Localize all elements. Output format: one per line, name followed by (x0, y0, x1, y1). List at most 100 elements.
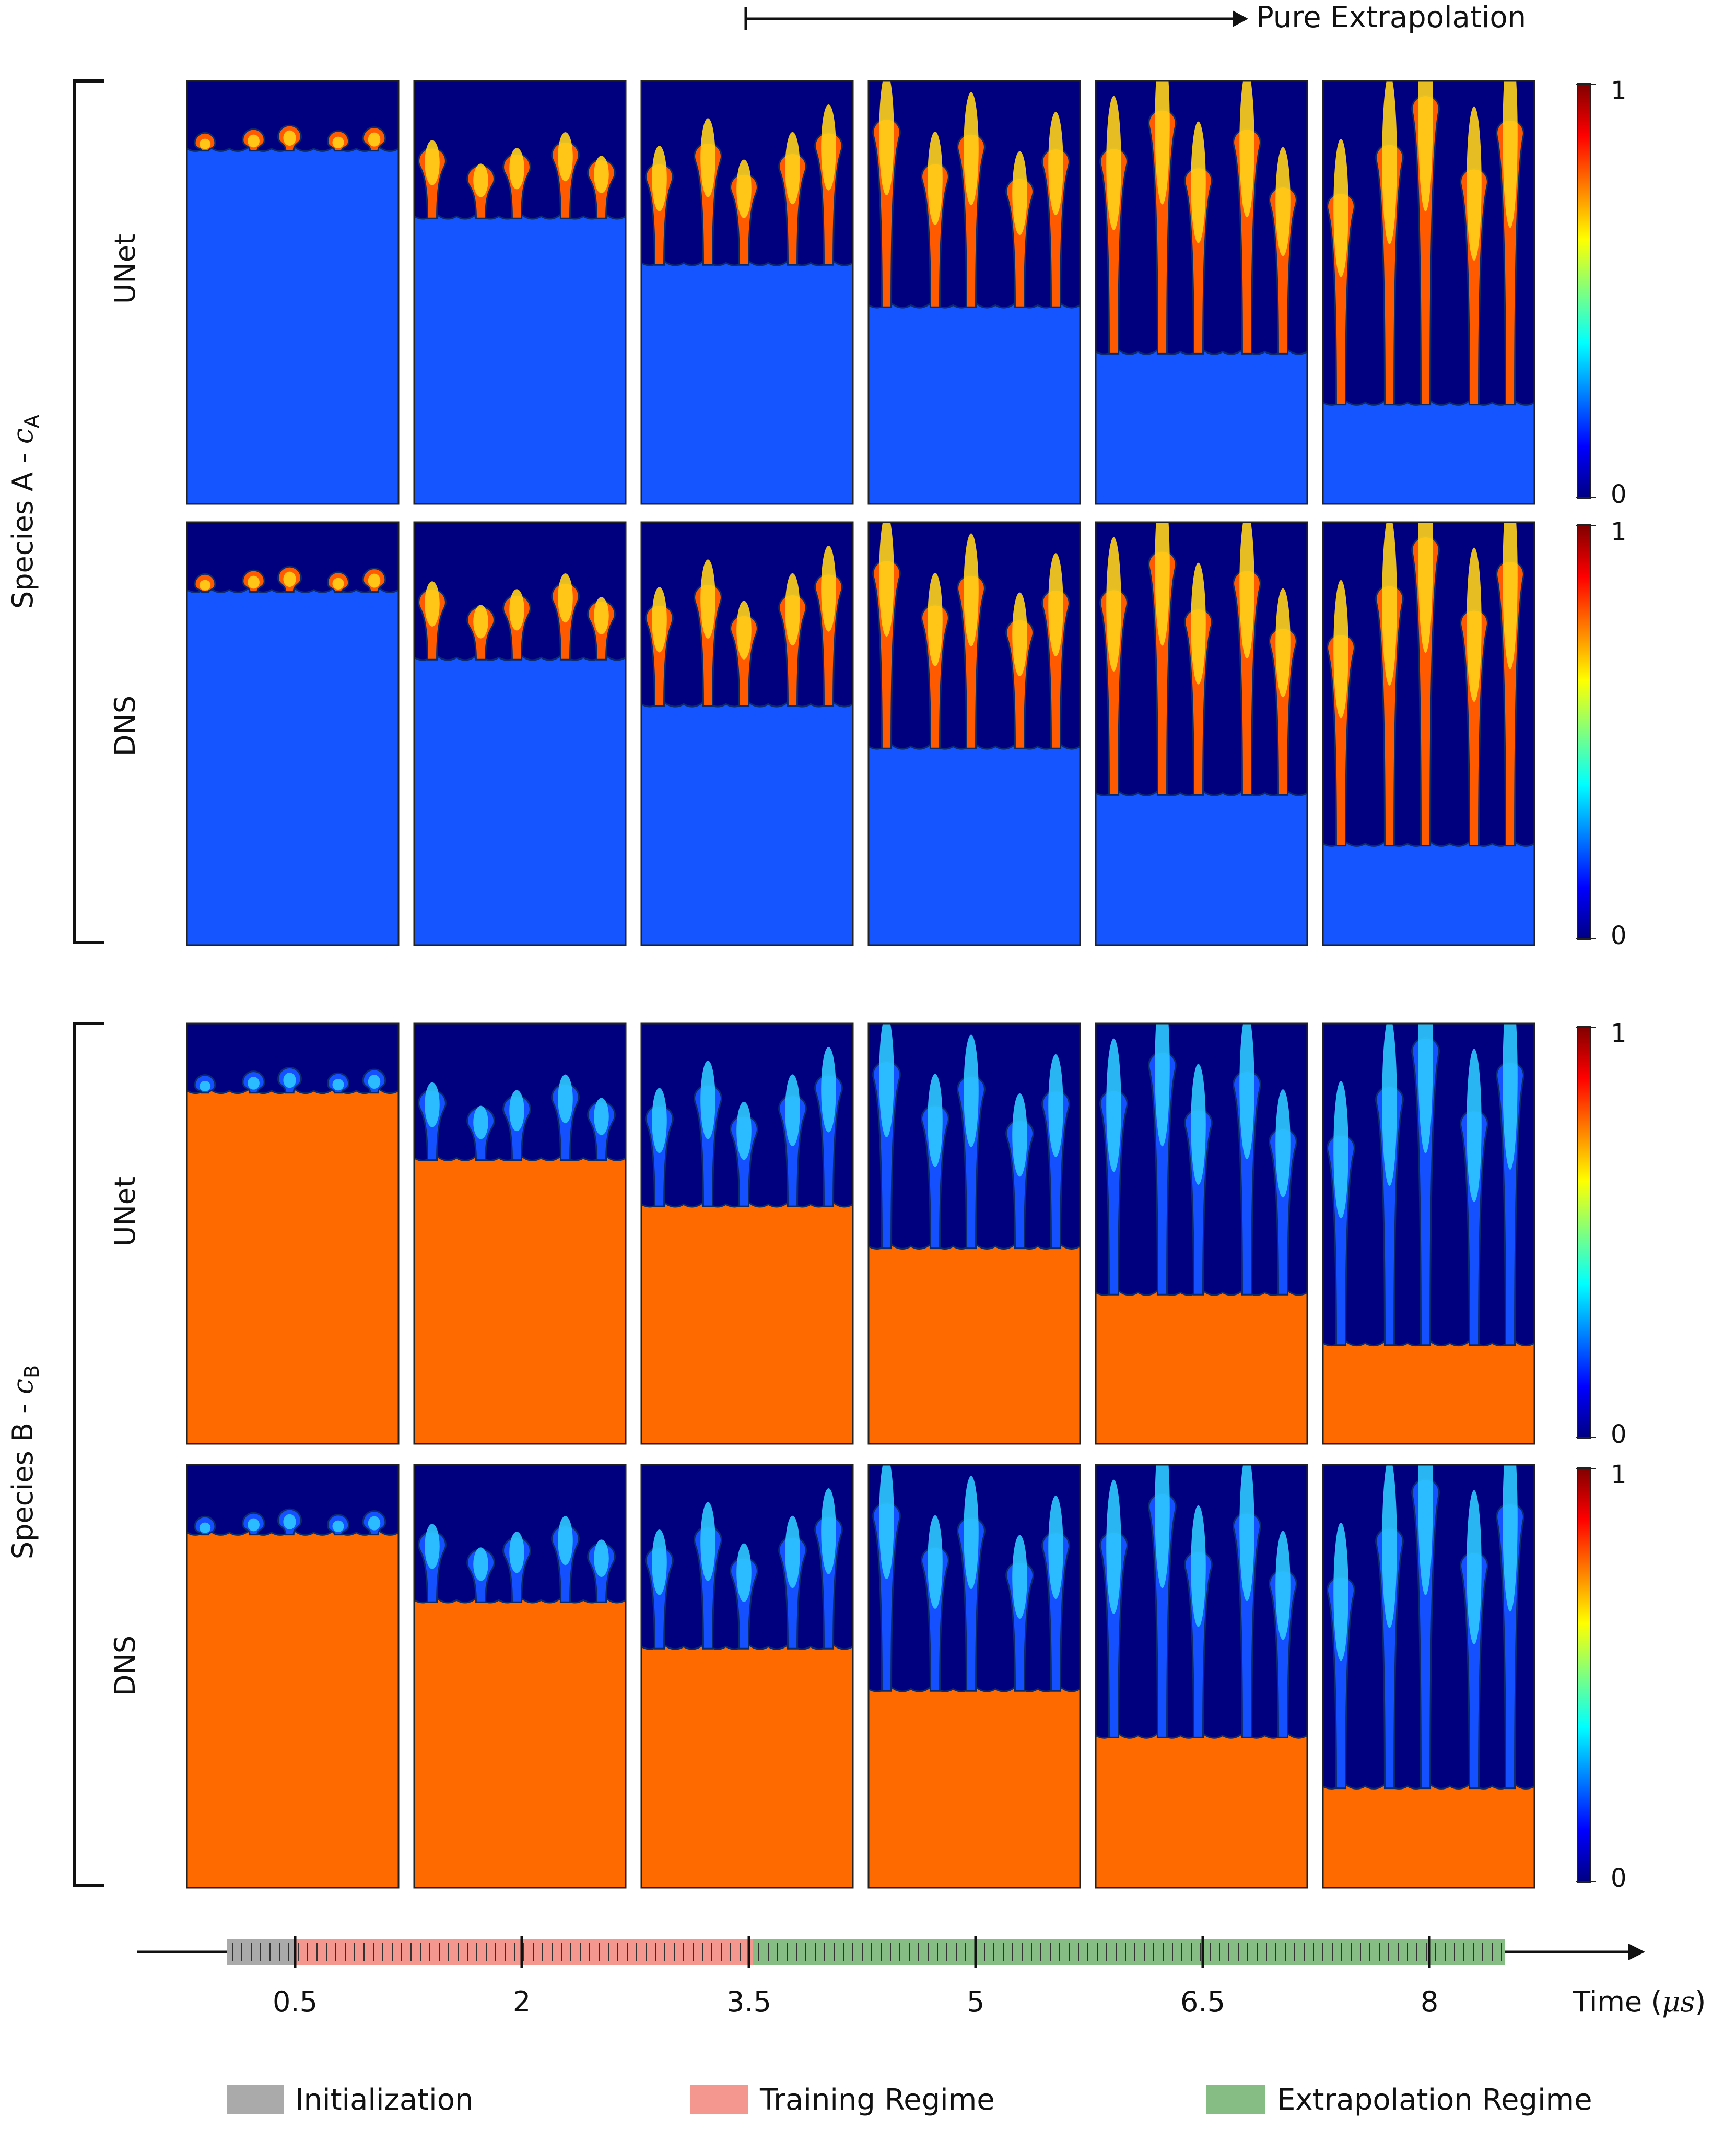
plume-core (1418, 1465, 1433, 1596)
snapshot-panels (186, 80, 1535, 1889)
plume-core (1106, 537, 1121, 672)
plume-core (332, 578, 344, 590)
plume-core (368, 1516, 381, 1531)
plume-core (821, 546, 836, 632)
snapshot-panel (640, 1022, 854, 1445)
timeline-tick-label: 8 (1421, 1985, 1438, 2018)
plume-core (1155, 81, 1170, 205)
plume-core (1275, 1089, 1291, 1198)
snapshot-panel (867, 1022, 1081, 1445)
snapshot-panel (640, 80, 854, 505)
pure-extrapolation-label: Pure Extrapolation (1256, 1, 1526, 34)
plume-core (332, 1520, 344, 1532)
plume-core (1239, 81, 1254, 218)
plume-core (928, 131, 943, 226)
plume-core (1467, 1049, 1482, 1203)
plume-core (1048, 1496, 1063, 1599)
plume-core (736, 159, 752, 218)
plume-core (425, 1524, 440, 1569)
plume-core (1106, 96, 1121, 230)
timeline-tick-label: 3.5 (726, 1985, 771, 2018)
snapshot-panel (640, 521, 854, 946)
panel-border (867, 521, 1081, 946)
plume-core (425, 140, 440, 185)
timeline-segment (753, 1939, 1505, 1965)
plume-core (283, 571, 296, 587)
legend-swatch-extrapolation (1206, 2085, 1265, 2114)
plume-core (1418, 81, 1433, 212)
plume-core (473, 605, 488, 639)
panel-border (413, 1022, 627, 1445)
snapshot-panel (1322, 80, 1535, 505)
colorbars: 1 0 1 0 1 0 1 0 (1576, 76, 1627, 1893)
plume-core (248, 575, 260, 589)
panel-border (1322, 80, 1535, 505)
timeline-tick-label: 0.5 (273, 1985, 318, 2018)
snapshot-panel (1095, 1464, 1308, 1889)
plume-core (1191, 1064, 1206, 1185)
extrapolation-arrowhead (1233, 10, 1248, 27)
timeline: 0.5 2 3.5 5 6.5 8 Time (μs) (137, 1936, 1706, 2018)
lower-fluid (869, 301, 1080, 504)
lower-fluid (1323, 1782, 1534, 1888)
plume-core (1382, 81, 1397, 244)
plume-core (425, 581, 440, 627)
snapshot-panel (1095, 1022, 1308, 1445)
plume-core (785, 573, 800, 646)
plume-core (594, 156, 609, 193)
colorbar (1577, 1026, 1591, 1439)
lower-fluid (641, 700, 853, 945)
plume-core (700, 1061, 715, 1139)
plume-core (199, 1081, 211, 1091)
plume-core (1382, 522, 1397, 686)
species-a-bracket (73, 79, 104, 944)
plume-core (1048, 1054, 1063, 1157)
plume-core (509, 1090, 524, 1132)
plume-core (368, 573, 381, 588)
plume-core (964, 92, 979, 206)
lower-fluid (1323, 1338, 1534, 1444)
species-b-bracket (73, 1022, 104, 1887)
plume-core (1275, 588, 1291, 698)
plume-core (1012, 1093, 1027, 1177)
legend-label-initialization: Initialization (295, 2083, 474, 2117)
lower-fluid (1096, 788, 1307, 945)
plume-core (558, 1074, 573, 1124)
plume-core (821, 104, 836, 191)
legend-swatch-initialization (227, 2085, 284, 2114)
plume-core (199, 1522, 211, 1533)
colorbar-max-label: 1 (1611, 76, 1627, 105)
plume-core (879, 81, 894, 195)
plume-core (199, 138, 211, 149)
plume-core (473, 1105, 488, 1139)
panel-border (186, 1464, 400, 1889)
lower-fluid (1323, 839, 1534, 945)
snapshot-panel (867, 521, 1081, 946)
plume-core (964, 1034, 979, 1147)
plume-core (785, 1074, 800, 1146)
panel-border (413, 521, 627, 946)
lower-fluid (641, 1200, 853, 1444)
colorbar-min-label: 0 (1611, 1420, 1627, 1449)
row-label-unet-a: UNet (109, 234, 142, 304)
plume-core (283, 130, 296, 146)
plume-core (821, 1488, 836, 1574)
panel-border (1322, 1022, 1535, 1445)
plume-core (558, 1516, 573, 1566)
colorbar-max-label: 1 (1611, 517, 1627, 547)
plume-core (1012, 151, 1027, 236)
plume-core (248, 1077, 260, 1090)
plume-core (736, 1101, 752, 1160)
species-a-label: Species A - cA (6, 415, 43, 609)
plume-core (283, 1514, 296, 1529)
panel-border (867, 80, 1081, 505)
timeline-tick-label: 5 (967, 1985, 984, 2018)
plume-core (785, 1515, 800, 1588)
plume-core (1467, 547, 1482, 702)
lower-fluid (187, 585, 398, 945)
lower-fluid (187, 144, 398, 504)
legend-swatch-training (690, 2085, 748, 2114)
panel-border (1095, 521, 1308, 946)
snapshot-panel (1095, 80, 1308, 505)
plume-core (509, 589, 524, 631)
